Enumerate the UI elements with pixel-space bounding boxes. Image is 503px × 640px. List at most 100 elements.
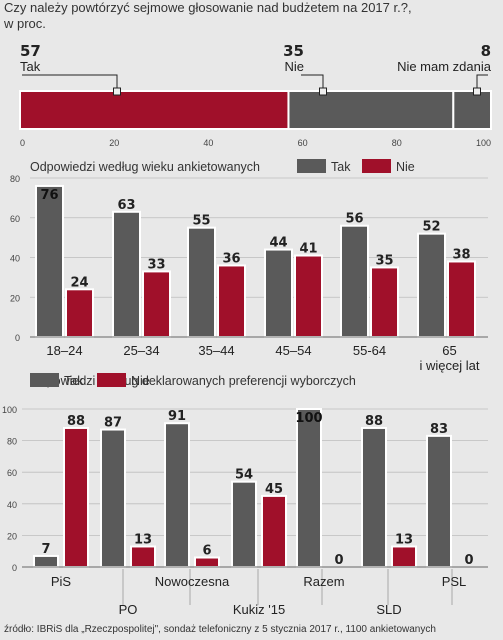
bar-value-label: 45 xyxy=(265,482,283,497)
bar-tak xyxy=(187,226,216,338)
bar-tak xyxy=(296,408,322,568)
category-label: Razem xyxy=(303,574,344,589)
bar-tak xyxy=(112,210,141,339)
category-label: 45–54 xyxy=(275,343,311,358)
overall-bar-segment xyxy=(19,90,290,130)
bar-value-label: 35 xyxy=(375,253,393,268)
category-label: Kukiz '15 xyxy=(233,602,285,617)
overall-leader-line xyxy=(476,74,488,91)
legend-label: Tak xyxy=(331,160,351,174)
legend-swatch xyxy=(297,159,326,173)
legend-label: Tak xyxy=(64,374,84,388)
bar-nie xyxy=(447,260,476,339)
category-label: 18–24 xyxy=(46,343,82,358)
overall-axis-tick-label: 20 xyxy=(109,138,119,148)
bar-nie xyxy=(370,266,399,338)
bar-tak xyxy=(417,232,446,338)
chart-title: Czy należy powtórzyć sejmowe głosowanie … xyxy=(4,0,499,32)
category-label: PSL xyxy=(442,574,467,589)
bar-value-label: 83 xyxy=(430,422,448,437)
bar-tak xyxy=(426,434,452,568)
legend-swatch xyxy=(97,373,126,387)
bar-value-label: 33 xyxy=(147,257,165,272)
bar-nie xyxy=(65,288,94,338)
bar-value-label: 38 xyxy=(452,247,470,262)
category-label: PiS xyxy=(51,574,72,589)
overall-value-label: 35 xyxy=(283,42,304,60)
overall-leader-line xyxy=(301,74,324,91)
bar-value-label: 52 xyxy=(422,220,440,235)
overall-segment-label: Tak xyxy=(20,59,41,74)
legend-swatch xyxy=(362,159,391,173)
category-label: 25–34 xyxy=(123,343,159,358)
bar-value-label: 0 xyxy=(334,553,343,568)
bar-value-label: 88 xyxy=(67,414,85,429)
overall-leader-marker xyxy=(113,87,121,96)
overall-axis-tick-label: 40 xyxy=(203,138,213,148)
bar-value-label: 54 xyxy=(235,468,253,483)
bar-value-label: 0 xyxy=(464,553,473,568)
overall-axis-tick-label: 80 xyxy=(392,138,402,148)
y-axis-tick-label: 20 xyxy=(10,293,20,303)
bar-value-label: 41 xyxy=(299,242,317,257)
bar-tak xyxy=(264,248,293,338)
bar-value-label: 100 xyxy=(295,411,322,426)
y-axis-tick-label: 60 xyxy=(10,214,20,224)
y-axis-tick-label: 80 xyxy=(10,174,20,184)
bar-value-label: 24 xyxy=(70,275,88,290)
bar-value-label: 13 xyxy=(134,532,152,547)
overall-axis-tick-label: 100 xyxy=(476,138,491,148)
bar-value-label: 7 xyxy=(41,542,50,557)
bar-value-label: 44 xyxy=(269,236,287,251)
bar-value-label: 36 xyxy=(222,251,240,266)
title-line-2: w proc. xyxy=(4,16,46,31)
y-axis-tick-label: 0 xyxy=(12,563,17,573)
overall-axis-tick-label: 0 xyxy=(20,138,25,148)
y-axis-tick-label: 20 xyxy=(7,531,17,541)
source-note: źródło: IBRiS dla „Rzeczpospolitej", son… xyxy=(4,624,436,635)
y-axis-tick-label: 100 xyxy=(2,405,17,415)
bar-value-label: 63 xyxy=(117,198,135,213)
overall-bar-segment xyxy=(287,90,455,130)
category-label: 55-64 xyxy=(353,343,386,358)
category-label: PO xyxy=(119,602,138,617)
bar-nie xyxy=(391,545,417,569)
bar-value-label: 6 xyxy=(202,544,211,559)
bar-tak xyxy=(340,224,369,338)
overall-leader-marker xyxy=(319,87,327,96)
overall-value-label: 8 xyxy=(481,42,491,60)
bar-value-label: 87 xyxy=(104,416,122,431)
overall-leader-marker xyxy=(473,87,481,96)
bar-value-label: 55 xyxy=(192,214,210,229)
category-label: 65 xyxy=(442,343,456,358)
bar-nie xyxy=(130,545,156,569)
title-line-1: Czy należy powtórzyć sejmowe głosowanie … xyxy=(4,0,412,15)
y-axis-tick-label: 40 xyxy=(10,254,20,264)
bar-nie xyxy=(294,254,323,338)
overall-axis-tick-label: 60 xyxy=(298,138,308,148)
overall-segment-label: Nie mam zdania xyxy=(397,59,492,74)
category-label: Nowoczesna xyxy=(155,574,230,589)
panel-title: Odpowiedzi według wieku ankietowanych xyxy=(30,160,260,174)
overall-leader-line xyxy=(22,74,118,91)
bar-tak xyxy=(361,426,387,568)
legend-swatch xyxy=(30,373,59,387)
bar-tak xyxy=(35,184,64,338)
bar-tak xyxy=(100,428,126,569)
legend-label: Nie xyxy=(396,160,415,174)
y-axis-tick-label: 80 xyxy=(7,437,17,447)
y-axis-tick-label: 0 xyxy=(15,333,20,343)
bar-tak xyxy=(33,554,59,569)
bar-nie xyxy=(217,264,246,339)
bar-nie xyxy=(63,426,89,568)
bar-value-label: 76 xyxy=(40,188,58,203)
legend-label: Nie xyxy=(131,374,150,388)
category-label: 35–44 xyxy=(198,343,234,358)
overall-segment-label: Nie xyxy=(284,59,304,74)
y-axis-tick-label: 40 xyxy=(7,500,17,510)
category-label: SLD xyxy=(376,602,401,617)
y-axis-tick-label: 60 xyxy=(7,468,17,478)
category-label: i więcej lat xyxy=(420,358,480,373)
bar-value-label: 91 xyxy=(168,409,186,424)
